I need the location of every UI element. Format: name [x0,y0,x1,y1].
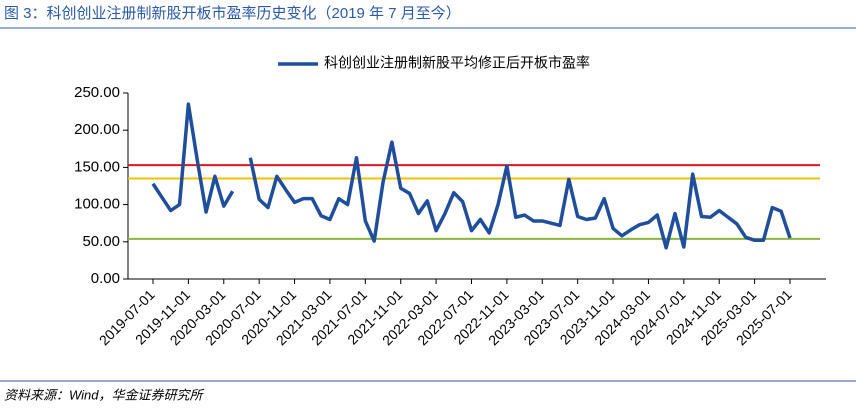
y-tick-label: 250.00 [74,84,120,101]
chart-title: 图 3：科创创业注册制新股开板市盈率历史变化（2019 年 7 月至今） [4,4,461,22]
y-tick-label: 0.00 [91,270,120,287]
y-tick-label: 200.00 [74,121,120,138]
y-tick-label: 50.00 [82,233,120,250]
source: 资料来源：Wind，华金证券研究所 [4,387,205,402]
data-line [151,102,792,250]
y-tick-label: 100.00 [74,196,120,213]
y-tick-label: 150.00 [74,158,120,175]
legend-label: 科创创业注册制新股平均修正后开板市盈率 [324,55,590,71]
